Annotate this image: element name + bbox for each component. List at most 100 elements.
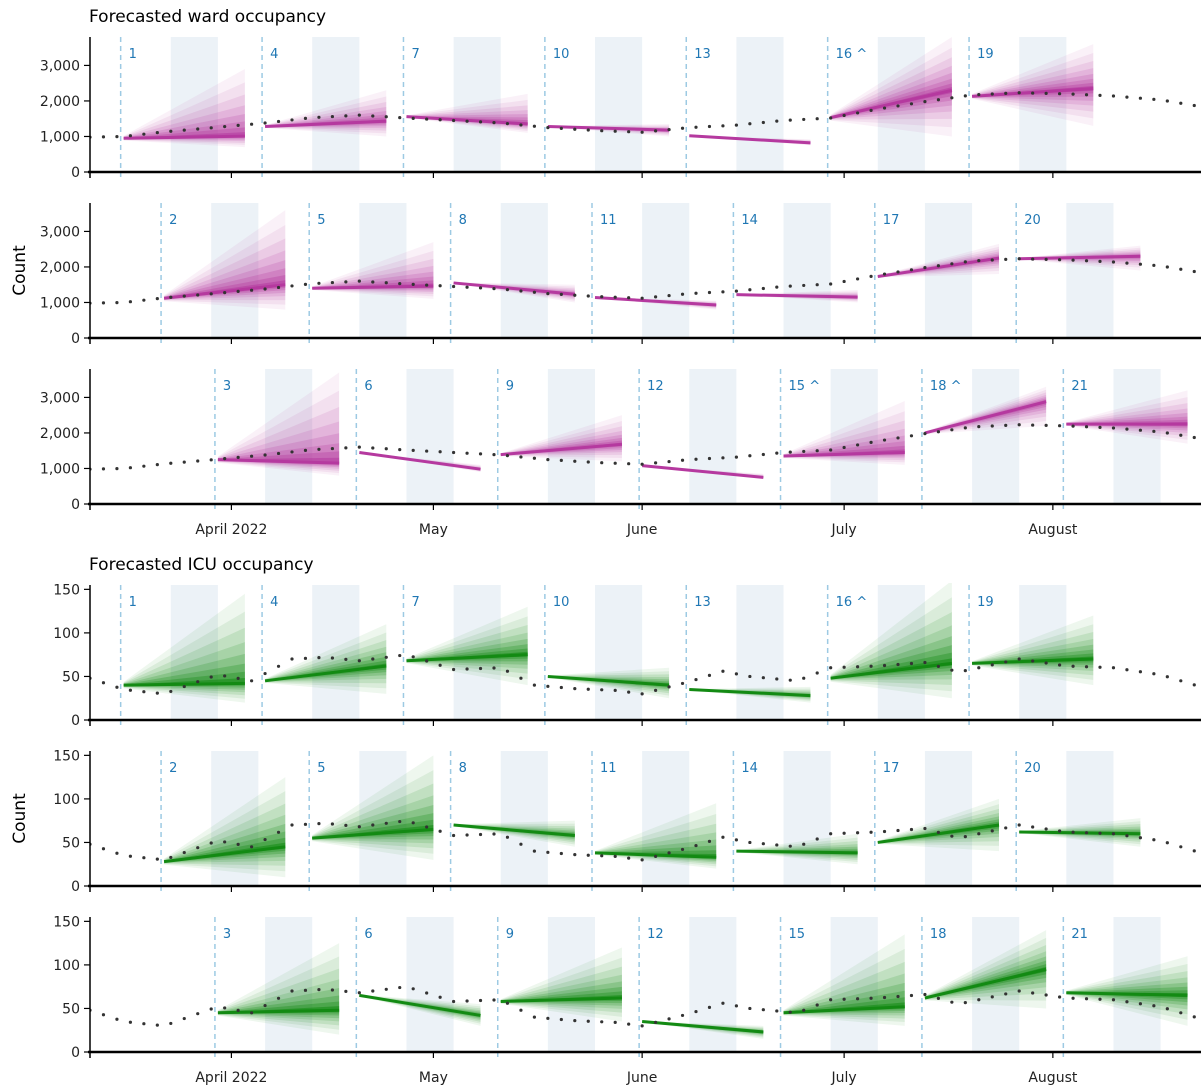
fan-band (1066, 390, 1188, 444)
observed-point (950, 96, 954, 100)
forecast-fan-13 (689, 686, 811, 703)
observed-point (155, 857, 159, 861)
observed-point (573, 853, 577, 857)
observed-point (667, 685, 671, 689)
observed-point (950, 262, 954, 266)
observed-point (667, 293, 671, 298)
observed-point (411, 987, 415, 991)
forecast-fan-1 (123, 593, 245, 703)
observed-point (465, 833, 469, 837)
horizon-band (689, 369, 737, 504)
observed-point (600, 461, 604, 465)
forecast-fan-18 (924, 386, 1047, 435)
horizon-band (500, 751, 548, 886)
observed-point (303, 116, 308, 121)
observed-point (640, 1024, 644, 1028)
horizon-band (500, 203, 548, 338)
observed-point (438, 284, 442, 288)
observed-point (963, 426, 967, 430)
fan-band (406, 606, 528, 686)
observed-point (519, 1008, 523, 1012)
observed-point (478, 998, 483, 1003)
observed-point (1004, 992, 1008, 996)
forecast-fan-21 (1066, 956, 1188, 1026)
forecast-fan-2 (163, 210, 286, 310)
forecast-label: 4 (270, 595, 278, 610)
observed-point (425, 449, 429, 453)
forecast-label: 17 (883, 761, 900, 776)
observed-point (1165, 99, 1169, 103)
x-tick-label: August (1028, 522, 1078, 538)
observed-point (209, 841, 213, 845)
observed-point (1125, 668, 1129, 672)
observed-point (613, 129, 617, 133)
forecast-fan-21 (1066, 390, 1188, 444)
observed-point (209, 458, 213, 462)
y-tick-label: 100 (53, 626, 80, 642)
observed-point (330, 280, 334, 285)
observed-point (842, 831, 846, 835)
observed-point (236, 676, 240, 680)
observed-point (586, 853, 590, 857)
fan-band (972, 44, 1094, 126)
observed-point (1125, 261, 1129, 265)
y-tick-label: 100 (53, 792, 80, 808)
forecast-label: 11 (600, 213, 617, 228)
observed-point (775, 451, 779, 455)
observed-point (1044, 661, 1048, 665)
observed-point (317, 447, 321, 451)
fan-band (406, 616, 528, 680)
observed-point (478, 120, 483, 124)
observed-point (263, 1003, 267, 1008)
observed-point (1084, 93, 1089, 97)
fan-band (783, 400, 905, 465)
fan-band (830, 47, 952, 128)
y-tick-label: 150 (53, 582, 80, 598)
fan-band (924, 951, 1047, 1000)
forecast-fan-4 (265, 90, 387, 137)
observed-point (707, 124, 712, 129)
forecast-label: 16 ^ (836, 47, 868, 62)
observed-point (398, 653, 402, 658)
fan-band (547, 667, 670, 699)
fan-band (830, 645, 952, 679)
observed-point (667, 851, 671, 855)
horizon-band (783, 203, 831, 338)
observed-point (573, 687, 577, 691)
observed-point (182, 460, 186, 464)
observed-point (586, 687, 590, 691)
observed-point (465, 667, 469, 671)
observed-point (909, 993, 914, 998)
fan-median (830, 88, 953, 120)
forecast-label: 9 (506, 379, 514, 394)
forecast-label: 20 (1024, 761, 1041, 776)
x-tick-label: May (419, 1070, 448, 1086)
observed-point (640, 692, 644, 696)
observed-point (1031, 423, 1035, 427)
observed-point (654, 688, 658, 692)
observed-point (182, 294, 186, 298)
observed-point (223, 840, 227, 844)
fan-median (736, 293, 858, 299)
observed-point (909, 268, 914, 272)
observed-point (398, 115, 402, 120)
observed-point (250, 122, 254, 126)
observed-point (1004, 423, 1008, 427)
fan-band (972, 68, 1094, 106)
observed-point (573, 293, 577, 297)
observed-point (492, 666, 496, 670)
observed-point (250, 679, 254, 683)
fan-median (359, 993, 481, 1017)
horizon-band (1066, 203, 1114, 338)
forecast-fan-15 (783, 934, 905, 1026)
observed-point (438, 995, 442, 999)
forecast-label: 18 ^ (930, 379, 962, 394)
observed-point (1111, 998, 1116, 1002)
observed-point (640, 858, 644, 862)
observed-point (290, 450, 294, 454)
observed-point (505, 454, 510, 458)
icu-ylabel: Count (10, 793, 30, 844)
forecast-label: 11 (600, 761, 617, 776)
fan-band (265, 640, 387, 684)
observed-point (1152, 263, 1156, 267)
